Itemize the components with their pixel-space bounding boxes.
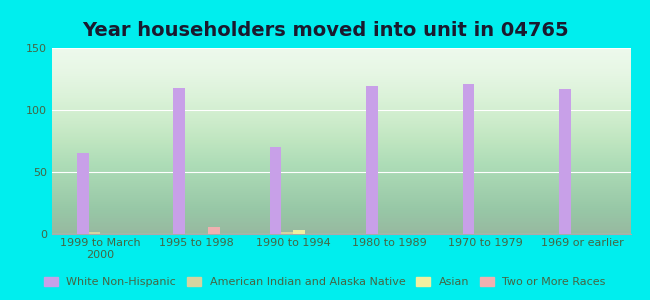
Bar [293, 230, 305, 234]
Bar [77, 153, 88, 234]
Legend: White Non-Hispanic, American Indian and Alaska Native, Asian, Two or More Races: White Non-Hispanic, American Indian and … [40, 272, 610, 291]
Bar [270, 147, 281, 234]
Bar [559, 89, 571, 234]
Bar [463, 84, 474, 234]
Text: Year householders moved into unit in 04765: Year householders moved into unit in 047… [82, 21, 568, 40]
Bar [208, 226, 220, 234]
Bar [281, 232, 293, 234]
Bar [367, 86, 378, 234]
Bar [174, 88, 185, 234]
Bar [88, 232, 100, 234]
